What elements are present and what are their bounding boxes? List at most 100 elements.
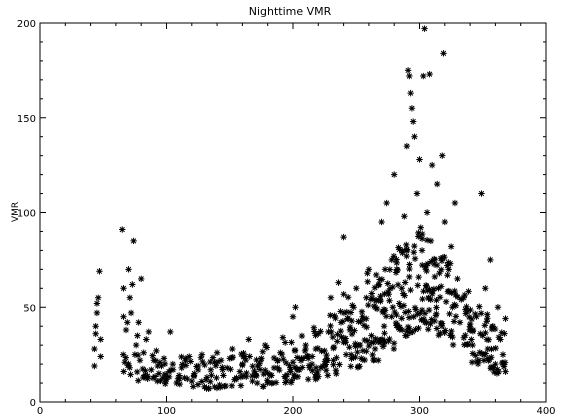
y-tick-label: 150 bbox=[17, 114, 36, 125]
data-point bbox=[443, 299, 449, 305]
data-point bbox=[138, 276, 144, 282]
data-point bbox=[351, 327, 357, 333]
data-point bbox=[98, 336, 104, 342]
data-point bbox=[502, 368, 508, 374]
data-point bbox=[229, 383, 235, 389]
data-point bbox=[433, 304, 439, 310]
data-point bbox=[181, 375, 187, 381]
data-point bbox=[336, 361, 342, 367]
data-point bbox=[229, 346, 235, 352]
data-point bbox=[375, 282, 381, 288]
data-point bbox=[292, 304, 298, 310]
data-point bbox=[426, 71, 432, 77]
data-point bbox=[478, 190, 484, 196]
data-point bbox=[267, 372, 273, 378]
data-point bbox=[217, 384, 223, 390]
data-point bbox=[331, 313, 337, 319]
data-point bbox=[345, 316, 351, 322]
data-point bbox=[379, 276, 385, 282]
data-point bbox=[407, 90, 413, 96]
data-point bbox=[342, 339, 348, 345]
data-point bbox=[412, 256, 418, 262]
data-point bbox=[433, 297, 439, 303]
data-point bbox=[394, 260, 400, 266]
data-point bbox=[444, 272, 450, 278]
data-point bbox=[426, 307, 432, 313]
data-point bbox=[429, 162, 435, 168]
data-point bbox=[230, 354, 236, 360]
data-point bbox=[391, 309, 397, 315]
data-point bbox=[92, 331, 98, 337]
data-point bbox=[414, 190, 420, 196]
data-point bbox=[162, 381, 168, 387]
data-point bbox=[446, 266, 452, 272]
data-point bbox=[467, 321, 473, 327]
data-point bbox=[127, 371, 133, 377]
data-point bbox=[378, 219, 384, 225]
data-point bbox=[148, 367, 154, 373]
data-point bbox=[125, 266, 131, 272]
y-axis-label: VMR bbox=[11, 202, 21, 222]
data-point bbox=[463, 304, 469, 310]
data-point bbox=[305, 376, 311, 382]
data-point bbox=[315, 345, 321, 351]
data-point bbox=[395, 267, 401, 273]
data-point bbox=[288, 339, 294, 345]
data-point bbox=[344, 309, 350, 315]
data-point bbox=[306, 365, 312, 371]
data-point bbox=[361, 322, 367, 328]
data-point bbox=[168, 367, 174, 373]
data-point bbox=[472, 311, 478, 317]
data-point bbox=[488, 364, 494, 370]
y-tick-label: 0 bbox=[30, 398, 36, 409]
data-point bbox=[451, 301, 457, 307]
data-point bbox=[91, 363, 97, 369]
data-point bbox=[381, 323, 387, 329]
data-point bbox=[312, 332, 318, 338]
data-point bbox=[432, 274, 438, 280]
data-point bbox=[95, 295, 101, 301]
data-point bbox=[438, 320, 444, 326]
data-point bbox=[352, 354, 358, 360]
data-point bbox=[357, 342, 363, 348]
data-point bbox=[260, 383, 266, 389]
data-point bbox=[403, 242, 409, 248]
data-point bbox=[419, 296, 425, 302]
data-point bbox=[402, 332, 408, 338]
data-point bbox=[133, 342, 139, 348]
data-point bbox=[369, 339, 375, 345]
data-point bbox=[468, 336, 474, 342]
data-point bbox=[440, 50, 446, 56]
data-point bbox=[249, 363, 255, 369]
data-point bbox=[360, 356, 366, 362]
data-point bbox=[448, 328, 454, 334]
data-point bbox=[246, 336, 252, 342]
data-point bbox=[211, 384, 217, 390]
data-point bbox=[406, 274, 412, 280]
data-point bbox=[123, 327, 129, 333]
data-point bbox=[431, 256, 437, 262]
data-point bbox=[420, 73, 426, 79]
data-point bbox=[369, 352, 375, 358]
data-point bbox=[292, 364, 298, 370]
data-point bbox=[98, 353, 104, 359]
data-point bbox=[502, 359, 508, 365]
data-point bbox=[470, 327, 476, 333]
data-point bbox=[396, 246, 402, 252]
data-point bbox=[445, 259, 451, 265]
data-point bbox=[438, 283, 444, 289]
x-tick-label: 200 bbox=[283, 406, 302, 417]
data-point bbox=[333, 355, 339, 361]
data-point bbox=[439, 152, 445, 158]
data-point bbox=[213, 375, 219, 381]
data-point bbox=[423, 262, 429, 268]
data-point bbox=[438, 255, 444, 261]
data-point bbox=[401, 213, 407, 219]
data-point bbox=[421, 25, 427, 31]
data-point bbox=[129, 281, 135, 287]
data-point bbox=[92, 323, 98, 329]
data-point bbox=[486, 337, 492, 343]
data-point bbox=[152, 373, 158, 379]
data-point bbox=[260, 349, 266, 355]
